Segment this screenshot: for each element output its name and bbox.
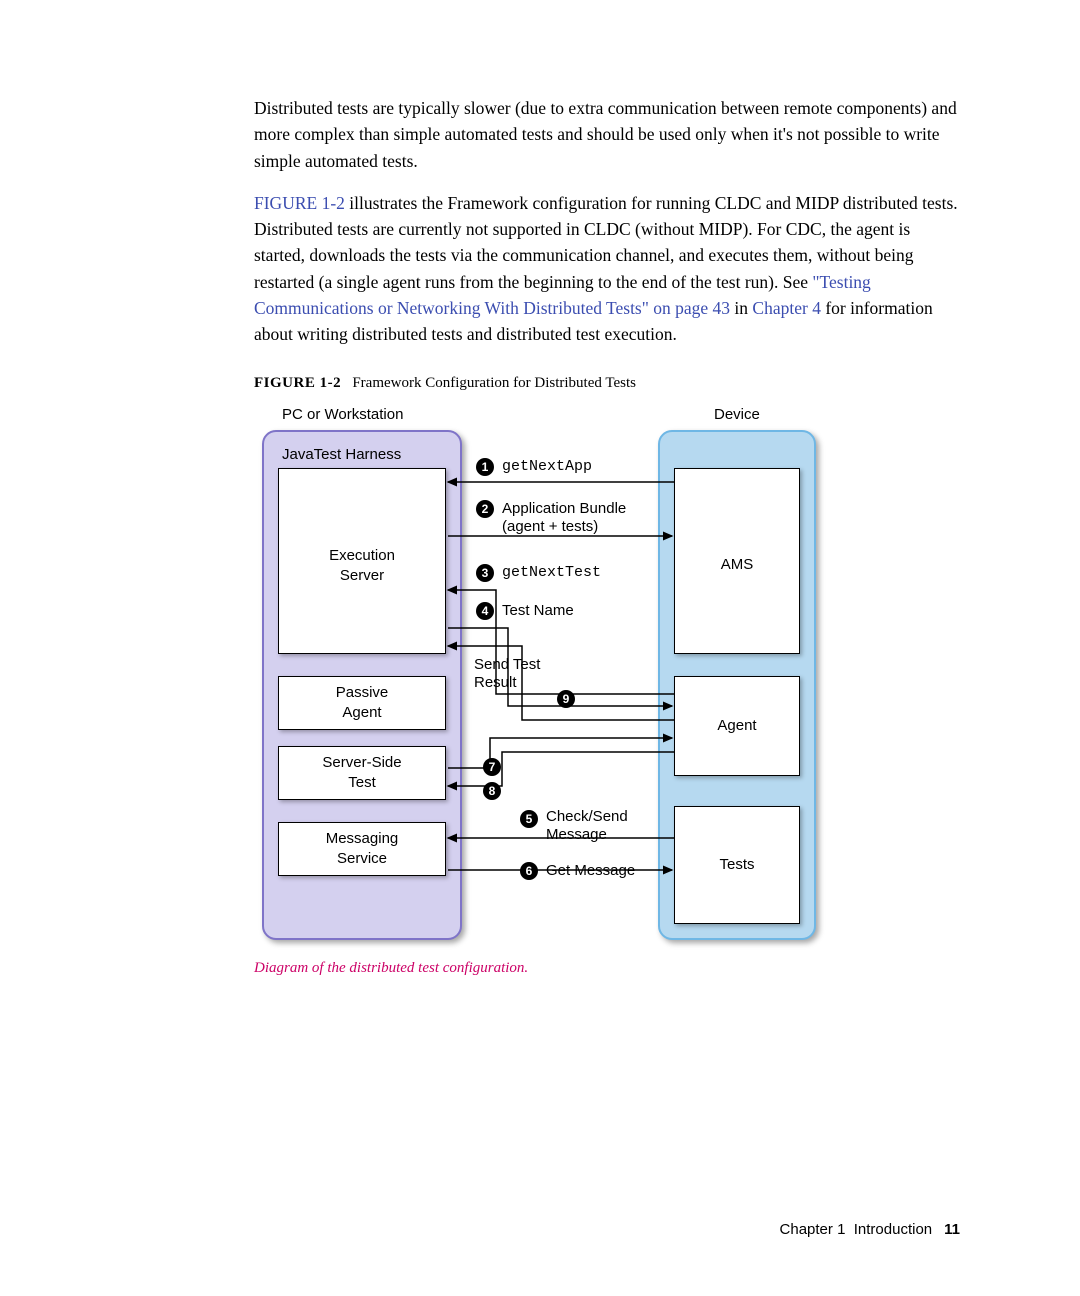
ams-box: AMS — [674, 468, 800, 654]
step-5-label-b: Message — [546, 826, 607, 843]
paragraph-2: FIGURE 1-2 illustrates the Framework con… — [254, 190, 960, 348]
step-num-3: 3 — [476, 564, 494, 582]
step-num-2: 2 — [476, 500, 494, 518]
agent-box: Agent — [674, 676, 800, 776]
harness-label: JavaTest Harness — [282, 446, 401, 463]
tests-box: Tests — [674, 806, 800, 924]
step-5-label-a: Check/Send — [546, 808, 628, 825]
step-num-8: 8 — [483, 782, 501, 800]
passive-agent-box: Passive Agent — [278, 676, 446, 730]
execution-server-box: Execution Server — [278, 468, 446, 654]
step-4-label: Test Name — [502, 602, 574, 619]
page-footer: Chapter 1 Introduction11 — [780, 1221, 960, 1238]
step-num-7: 7 — [483, 758, 501, 776]
paragraph-1: Distributed tests are typically slower (… — [254, 95, 960, 174]
messaging-service-box: Messaging Service — [278, 822, 446, 876]
step-num-6: 6 — [520, 862, 538, 880]
step-num-4: 4 — [476, 602, 494, 620]
step-num-5: 5 — [520, 810, 538, 828]
server-side-test-box: Server-Side Test — [278, 746, 446, 800]
step-6-label: Get Message — [546, 862, 635, 879]
pc-label: PC or Workstation — [282, 406, 403, 423]
step-2-label-b: (agent + tests) — [502, 518, 598, 535]
italic-caption: Diagram of the distributed test configur… — [254, 960, 960, 977]
step-2-label-a: Application Bundle — [502, 500, 626, 517]
chapter-link[interactable]: Chapter 4 — [752, 298, 821, 318]
step-1-label: getNextApp — [502, 458, 592, 475]
step-num-9: 9 — [557, 690, 575, 708]
figure-caption: FIGURE 1-2 Framework Configuration for D… — [254, 375, 960, 392]
step-3-label: getNextTest — [502, 564, 601, 581]
figure-ref-link[interactable]: FIGURE 1-2 — [254, 193, 345, 213]
device-label: Device — [714, 406, 760, 423]
step-9-label-b: Result — [474, 674, 517, 691]
step-9-label-a: Send Test — [474, 656, 540, 673]
diagram: PC or Workstation Device JavaTest Harnes… — [254, 406, 824, 946]
step-num-1: 1 — [476, 458, 494, 476]
